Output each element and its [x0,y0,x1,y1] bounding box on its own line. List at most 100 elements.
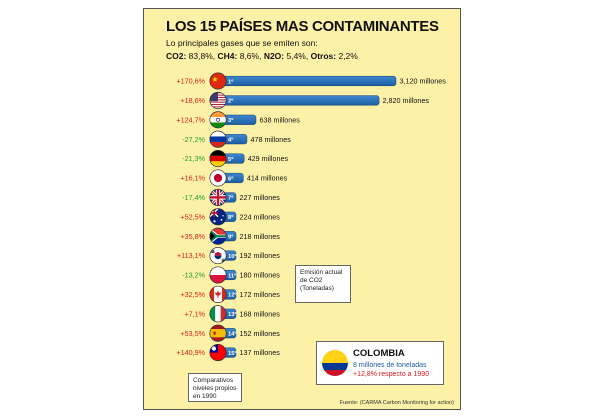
change-label: +124,7% [176,115,205,124]
country-row: +35,8% 9º 218 millones [180,227,280,245]
value-label: 2,820 millones [383,96,430,105]
colombia-flag-icon [322,350,348,376]
emission-note: Emisión actual de CO2 (Toneladas) [295,265,351,303]
gas-value: 2,2% [338,51,358,61]
value-label: 168 millones [240,309,281,318]
change-label: +53,5% [180,329,205,338]
country-row: +16,1% 6º 414 millones [180,169,288,187]
emission-bar [219,75,397,87]
rank-label: 3º [228,118,234,124]
change-label: +35,8% [180,232,205,241]
gas-item: CO2: 83,8%, [166,51,218,61]
change-label: -17,4% [182,193,205,202]
rank-label: 5º [228,157,234,163]
country-row: +7,1% 13º 168 millones [184,305,281,323]
rank-label: 4º [228,138,234,144]
value-label: 172 millones [240,290,281,299]
change-label: -21,3% [182,154,205,163]
value-label: 180 millones [240,271,281,280]
country-row: -27,2% 4º 478 millones [182,130,291,148]
emissions-bar-chart: +170,6% 1º 3,120 millones +18,6% 2º 2,820 mil… [176,72,447,362]
chart-subtitle: Lo principales gases que se emiten son: [166,38,318,48]
rank-label: 12º [228,293,237,299]
rank-label: 15º [228,351,237,357]
value-label: 224 millones [240,212,281,221]
rank-label: 8º [228,215,234,221]
chart-title: LOS 15 PAÍSES MAS CONTAMINANTES [166,18,439,35]
italy-flag-icon [209,305,227,323]
change-label: +16,1% [180,174,205,183]
country-row: -21,3% 5º 429 millones [182,150,289,168]
south-africa-flag-icon [209,227,227,245]
value-label: 227 millones [240,193,281,202]
colombia-callout: COLOMBIA 8 millones de toneladas +12,8% … [316,341,444,385]
country-row: +32,5% 12º 172 millones [180,285,281,303]
value-label: 192 millones [240,251,281,260]
russia-flag-icon [209,130,227,148]
rank-label: 9º [228,235,234,241]
germany-flag-icon [209,150,227,168]
source-note: Fuente: (CARMA Carbon Monitoring for act… [339,400,454,406]
country-row: +53,5% 14º 152 millones [180,324,281,342]
emission-bar [219,95,380,106]
gas-value: 83,8%, [188,51,218,61]
gas-name: CO2: [166,51,189,61]
uk-flag-icon [209,188,227,206]
gas-value: 8,6%, [239,51,264,61]
change-label: +113,1% [177,251,206,260]
colombia-tons: 8 millones de toneladas [353,362,427,369]
value-label: 638 millones [259,115,300,124]
gas-name: Otros: [310,51,339,61]
colombia-change: +12,8% respecto a 1990 [353,371,430,378]
country-row: +113,1% 10º 192 millones [177,247,281,265]
gas-item: CH4: 8,6%, [218,51,264,61]
country-row: +18,6% 2º 2,820 millones [180,91,430,109]
india-flag-icon [209,111,227,129]
country-row: -13,2% 11º 180 millones [182,266,281,284]
gas-name: N2O: [263,51,287,61]
spain-flag-icon [209,324,227,342]
value-label: 414 millones [247,174,288,183]
change-label: +32,5% [180,290,205,299]
value-label: 137 millones [240,348,281,357]
country-row: +140,9% 15º 137 millones [176,344,281,362]
value-label: 3,120 millones [400,77,447,86]
country-row: +170,6% 1º 3,120 millones [176,72,447,90]
rank-label: 13º [228,312,237,318]
change-label: +140,9% [176,348,205,357]
gas-value: 5,4%, [286,51,311,61]
rank-label: 10º [228,254,237,260]
canada-flag-icon [209,285,227,303]
colombia-name: COLOMBIA [353,348,405,359]
change-label: +18,6% [180,96,205,105]
country-row: +52,5% 8º 224 millones [180,208,281,226]
gas-item: Otros: 2,2% [311,51,358,61]
japan-flag-icon [209,169,227,187]
infographic-panel: LOS 15 PAÍSES MAS CONTAMINANTES Lo princ… [143,8,461,410]
change-label: +7,1% [184,309,205,318]
country-row: -17,4% 7º 227 millones [182,188,281,206]
rank-label: 11º [228,273,237,279]
rank-label: 1º [228,79,234,85]
change-label: -27,2% [182,135,205,144]
rank-label: 7º [228,196,234,202]
value-label: 152 millones [240,329,281,338]
taiwan-flag-icon [209,344,227,362]
rank-label: 2º [228,99,234,105]
value-label: 478 millones [250,135,291,144]
rank-label: 14º [228,332,237,338]
levels-note: Comparativos niveles propios en 1990 [188,373,242,402]
gas-item: N2O: 5,4%, [264,51,311,61]
value-label: 429 millones [248,154,289,163]
poland-flag-icon [209,266,227,284]
gas-breakdown: CO2: 83,8%, CH4: 8,6%, N2O: 5,4%, Otros:… [166,51,358,61]
change-label: +170,6% [176,77,205,86]
china-flag-icon [209,72,227,90]
usa-flag-icon [209,91,227,109]
rank-label: 6º [228,176,234,182]
change-label: -13,2% [182,271,205,280]
south-korea-flag-icon [209,247,227,265]
gas-name: CH4: [217,51,240,61]
change-label: +52,5% [180,212,205,221]
country-row: +124,7% 3º 638 millones [176,111,300,129]
